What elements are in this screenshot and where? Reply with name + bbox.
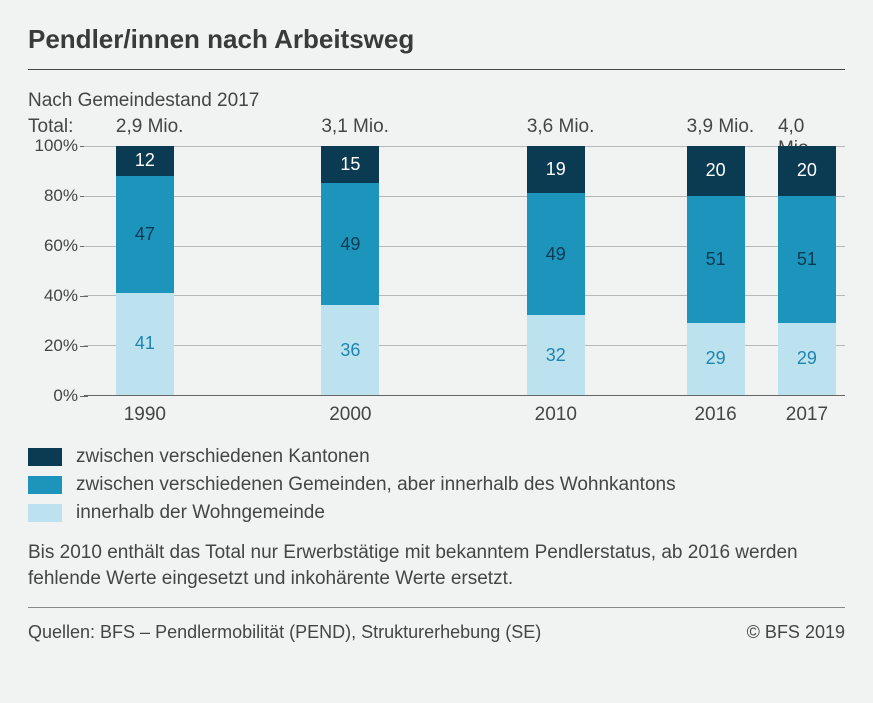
- legend-label: zwischen verschiedenen Kantonen: [76, 446, 370, 468]
- chart: 0%20%40%60%80%100% 414712364915324919295…: [28, 146, 845, 426]
- y-tick-mark: [80, 396, 88, 397]
- x-axis: 1990 2000 2010 2016 2017: [84, 400, 845, 426]
- segment-canton: 51: [687, 196, 745, 323]
- bar: 324919: [527, 146, 585, 395]
- legend-swatch: [28, 504, 62, 522]
- total-value: 3,9 Mio.: [687, 116, 755, 138]
- x-tick-label: 1990: [124, 404, 166, 426]
- legend-item: innerhalb der Wohngemeinde: [28, 502, 845, 524]
- legend-swatch: [28, 476, 62, 494]
- y-axis: 0%20%40%60%80%100%: [28, 146, 84, 396]
- x-tick-label: 2000: [329, 404, 371, 426]
- segment-canton: 51: [778, 196, 836, 323]
- x-tick-label: 2016: [694, 404, 736, 426]
- totals-row: Total: 2,9 Mio.3,1 Mio.3,6 Mio.3,9 Mio.4…: [28, 116, 845, 140]
- total-value: 2,9 Mio.: [116, 116, 184, 138]
- y-tick-label: 40%: [44, 286, 78, 306]
- title-rule: [28, 69, 845, 70]
- y-tick-label: 0%: [53, 386, 78, 406]
- y-tick-label: 80%: [44, 186, 78, 206]
- y-tick-label: 100%: [35, 136, 78, 156]
- legend: zwischen verschiedenen Kantonen zwischen …: [28, 446, 845, 524]
- segment-inner: 32: [527, 315, 585, 395]
- segment-inter: 15: [321, 146, 379, 183]
- footer-rule: [28, 607, 845, 608]
- segment-canton: 49: [321, 183, 379, 305]
- segment-inner: 29: [778, 323, 836, 395]
- bar: 364915: [321, 146, 379, 395]
- subtitle: Nach Gemeindestand 2017: [28, 90, 845, 112]
- footer: Quellen: BFS – Pendlermobilität (PEND), …: [28, 622, 845, 643]
- segment-canton: 49: [527, 193, 585, 315]
- footnote: Bis 2010 enthält das Total nur Erwerbstä…: [28, 540, 845, 591]
- bar: 295120: [687, 146, 745, 395]
- segment-inter: 20: [687, 146, 745, 196]
- x-tick-label: 2010: [535, 404, 577, 426]
- legend-swatch: [28, 448, 62, 466]
- segment-inner: 36: [321, 305, 379, 395]
- total-value: 3,6 Mio.: [527, 116, 595, 138]
- segment-inter: 20: [778, 146, 836, 196]
- plot-area: 414712364915324919295120295120: [84, 146, 845, 396]
- segment-inter: 12: [116, 146, 174, 176]
- legend-item: zwischen verschiedenen Kantonen: [28, 446, 845, 468]
- bar: 414712: [116, 146, 174, 395]
- page-title: Pendler/innen nach Arbeitsweg: [28, 24, 845, 55]
- segment-inner: 41: [116, 293, 174, 395]
- segment-canton: 47: [116, 176, 174, 293]
- y-tick-label: 60%: [44, 236, 78, 256]
- legend-label: zwischen verschiedenen Gemeinden, aber i…: [76, 474, 676, 496]
- x-tick-label: 2017: [786, 404, 828, 426]
- totals-label: Total:: [28, 116, 73, 138]
- bar: 295120: [778, 146, 836, 395]
- legend-item: zwischen verschiedenen Gemeinden, aber i…: [28, 474, 845, 496]
- total-value: 3,1 Mio.: [321, 116, 389, 138]
- copyright-text: © BFS 2019: [747, 622, 845, 643]
- segment-inner: 29: [687, 323, 745, 395]
- legend-label: innerhalb der Wohngemeinde: [76, 502, 325, 524]
- segment-inter: 19: [527, 146, 585, 193]
- source-text: Quellen: BFS – Pendlermobilität (PEND), …: [28, 622, 541, 643]
- y-tick-label: 20%: [44, 336, 78, 356]
